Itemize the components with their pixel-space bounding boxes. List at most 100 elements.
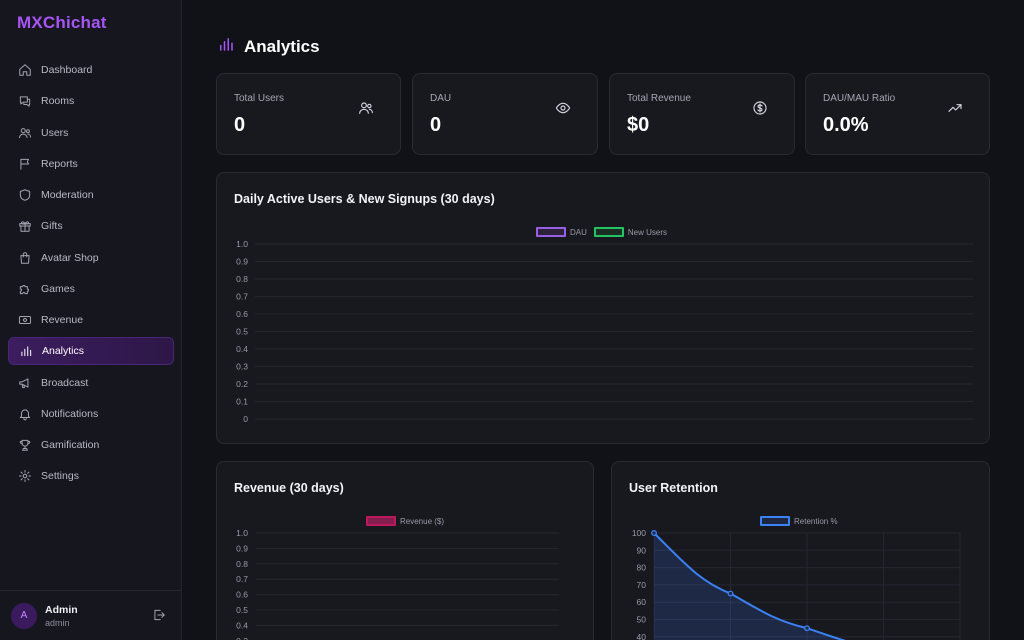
- stat-label: DAU: [430, 93, 452, 104]
- shopping-bag-icon: [17, 250, 32, 265]
- y-tick-label: 0.7: [236, 574, 248, 584]
- dau-chart-plot: 1.0 0.9 0.8 0.7 0.6 0.5 0.4 0.3 0.2 0.1 0: [236, 239, 973, 424]
- sidebar-item-dashboard[interactable]: Dashboard: [8, 56, 174, 84]
- retention-line: [653, 532, 846, 640]
- sidebar-item-label: Gifts: [41, 220, 63, 233]
- y-tick-label: 0.5: [236, 605, 248, 615]
- legend-item-dau[interactable]: DAU: [536, 227, 587, 237]
- megaphone-icon: [17, 375, 32, 390]
- y-tick-label: 0.3: [236, 362, 248, 372]
- chart-card-revenue: Revenue (30 days) Revenue ($) 1.0 0.9 0.8 0…: [216, 461, 594, 640]
- bell-icon: [17, 406, 32, 421]
- y-tick-label: 0: [243, 414, 248, 424]
- retention-point: [651, 530, 657, 536]
- home-icon: [17, 63, 32, 78]
- chart-card-dau-signups: Daily Active Users & New Signups (30 day…: [216, 172, 990, 444]
- y-tick-label: 0.1: [236, 397, 248, 407]
- eye-icon: [555, 100, 571, 116]
- sidebar-item-moderation[interactable]: Moderation: [8, 181, 174, 209]
- legend-item-revenue[interactable]: Revenue ($): [366, 516, 444, 526]
- banknote-icon: [17, 313, 32, 328]
- revenue-chart-plot: 1.0 0.9 0.8 0.7 0.6 0.5 0.4 0.3: [236, 528, 559, 640]
- y-tick-label: 0.8: [236, 559, 248, 569]
- user-role: admin: [45, 617, 70, 628]
- retention-area: [654, 533, 843, 640]
- sidebar-item-label: Avatar Shop: [41, 251, 99, 264]
- sidebar-item-gamification[interactable]: Gamification: [8, 431, 174, 459]
- retention-point: [804, 625, 810, 632]
- sidebar-item-broadcast[interactable]: Broadcast: [8, 369, 174, 397]
- sidebar-item-label: Gamification: [41, 439, 100, 451]
- sidebar-item-gifts[interactable]: Gifts: [8, 212, 174, 240]
- sidebar-item-revenue[interactable]: Revenue: [8, 306, 174, 334]
- puzzle-icon: [17, 281, 32, 296]
- chart-card-retention: User Retention Retention % 100 90 80 70 60 50…: [611, 461, 990, 640]
- sidebar-item-label: Settings: [41, 470, 79, 483]
- stat-value: 0.0%: [823, 114, 869, 136]
- sidebar-item-label: Moderation: [41, 189, 94, 201]
- chart-legend: DAU New Users: [536, 227, 674, 237]
- y-tick-label: 100: [632, 528, 646, 538]
- y-tick-label: 0.9: [236, 543, 248, 553]
- bar-chart-icon: [18, 344, 33, 359]
- stat-value: $0: [627, 114, 650, 136]
- sidebar-item-rooms[interactable]: Rooms: [8, 87, 174, 115]
- chart-title: User Retention: [629, 481, 718, 495]
- y-tick-label: 50: [637, 615, 647, 625]
- y-tick-label: 0.6: [236, 590, 248, 600]
- legend-item-retention[interactable]: Retention %: [760, 516, 838, 526]
- sidebar-item-label: Games: [41, 282, 75, 295]
- user-profile: A Admin admin: [0, 590, 181, 640]
- y-tick-label: 0.5: [236, 327, 248, 337]
- y-tick-label: 0.7: [236, 292, 248, 302]
- sidebar: MXChichat Dashboard Rooms Users Reports …: [0, 0, 182, 640]
- sidebar-item-analytics[interactable]: Analytics: [8, 337, 174, 366]
- sidebar-item-avatar-shop[interactable]: Avatar Shop: [8, 244, 174, 272]
- retention-point: [727, 590, 734, 597]
- sidebar-item-notifications[interactable]: Notifications: [8, 400, 174, 428]
- y-tick-label: 0.2: [236, 379, 248, 389]
- sidebar-item-label: Dashboard: [41, 64, 93, 76]
- users-icon: [17, 125, 32, 140]
- sidebar-item-settings[interactable]: Settings: [8, 462, 174, 490]
- trophy-icon: [17, 438, 32, 453]
- stat-label: Total Users: [234, 93, 285, 104]
- sidebar-item-reports[interactable]: Reports: [8, 150, 174, 178]
- shield-icon: [17, 188, 32, 203]
- sidebar-item-label: Reports: [41, 157, 78, 170]
- y-tick-label: 80: [637, 563, 647, 573]
- bar-chart-icon: [217, 35, 235, 58]
- main-content: Analytics Total Users 0 DAU 0 Total Reve…: [182, 0, 1024, 640]
- users-icon: [358, 100, 374, 116]
- y-tick-label: 1.0: [236, 239, 248, 249]
- stat-card-dau-mau-ratio: DAU/MAU Ratio 0.0%: [805, 73, 990, 155]
- stat-value: 0: [234, 114, 246, 136]
- chat-icon: [17, 94, 32, 109]
- brand-logo[interactable]: MXChichat: [17, 13, 107, 32]
- stat-card-dau: DAU 0: [412, 73, 598, 155]
- stat-card-total-revenue: Total Revenue $0: [609, 73, 795, 155]
- y-tick-label: 0.4: [236, 344, 248, 354]
- sidebar-item-games[interactable]: Games: [8, 275, 174, 303]
- y-tick-label: 0.6: [236, 309, 248, 319]
- y-tick-label: 40: [637, 632, 647, 640]
- y-tick-label: 70: [637, 580, 647, 590]
- chart-legend: Revenue ($): [366, 516, 451, 526]
- legend-item-new-users[interactable]: New Users: [593, 227, 667, 237]
- y-tick-label: 0.9: [236, 257, 248, 267]
- chart-title: Daily Active Users & New Signups (30 day…: [234, 192, 495, 206]
- sidebar-item-label: Users: [41, 126, 69, 139]
- sidebar-nav: Dashboard Rooms Users Reports Moderation…: [8, 56, 174, 494]
- chart-legend: Retention %: [760, 516, 845, 526]
- y-tick-label: 0.4: [236, 620, 248, 630]
- logout-icon[interactable]: [152, 608, 167, 623]
- stat-card-total-users: Total Users 0: [216, 73, 401, 155]
- flag-icon: [17, 156, 32, 171]
- sidebar-item-users[interactable]: Users: [8, 119, 174, 147]
- sidebar-item-label: Analytics: [42, 345, 85, 358]
- chart-title: Revenue (30 days): [234, 481, 344, 495]
- avatar[interactable]: A: [11, 602, 37, 629]
- y-tick-label: 0.3: [236, 636, 248, 640]
- dollar-circle-icon: [752, 100, 768, 116]
- page-header: Analytics: [217, 35, 320, 58]
